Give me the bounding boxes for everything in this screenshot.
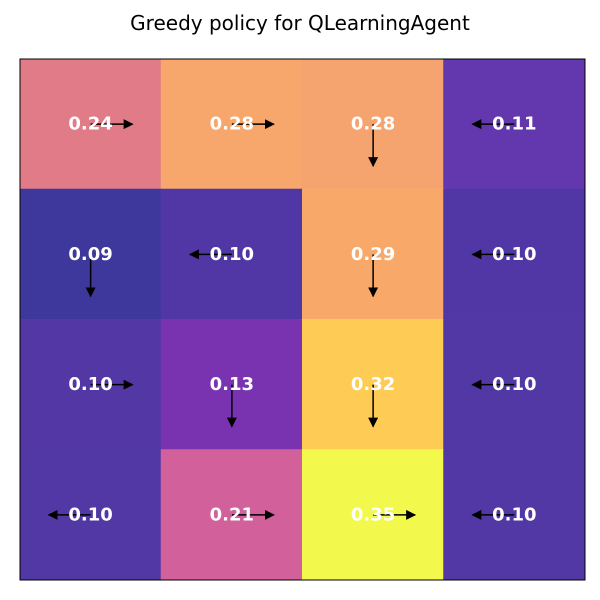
cell-value-label-r2-c0: 0.10 xyxy=(68,374,112,395)
cell-value-label-r3-c2: 0.35 xyxy=(351,504,395,525)
cells-layer xyxy=(19,58,586,581)
cell-value-label-r1-c1: 0.10 xyxy=(210,244,254,265)
arrows-layer xyxy=(47,119,515,520)
cell-value-label-r3-c1: 0.21 xyxy=(210,504,254,525)
cell-value-label-r2-c3: 0.10 xyxy=(492,374,536,395)
cell-value-label-r0-c0: 0.24 xyxy=(68,114,112,135)
cell-value-label-r0-c3: 0.11 xyxy=(492,114,536,135)
cell-value-label-r3-c0: 0.10 xyxy=(68,504,112,525)
cell-value-label-r2-c1: 0.13 xyxy=(210,374,254,395)
cell-value-label-r3-c3: 0.10 xyxy=(492,504,536,525)
plot-frame xyxy=(19,58,586,581)
cell-value-label-r1-c0: 0.09 xyxy=(68,244,112,265)
cell-value-label-r0-c2: 0.28 xyxy=(351,114,395,135)
cell-value-label-r0-c1: 0.28 xyxy=(210,114,254,135)
labels-layer: 0.24 0.28 0.28 0.11 0.09 0.10 0.29 0.10 0.10 0.13… xyxy=(68,114,536,526)
chart-title: Greedy policy for QLearningAgent xyxy=(130,11,470,35)
cell-value-label-r1-c3: 0.10 xyxy=(492,244,536,265)
cell-value-label-r1-c2: 0.29 xyxy=(351,244,395,265)
cell-value-label-r2-c2: 0.32 xyxy=(351,374,395,395)
